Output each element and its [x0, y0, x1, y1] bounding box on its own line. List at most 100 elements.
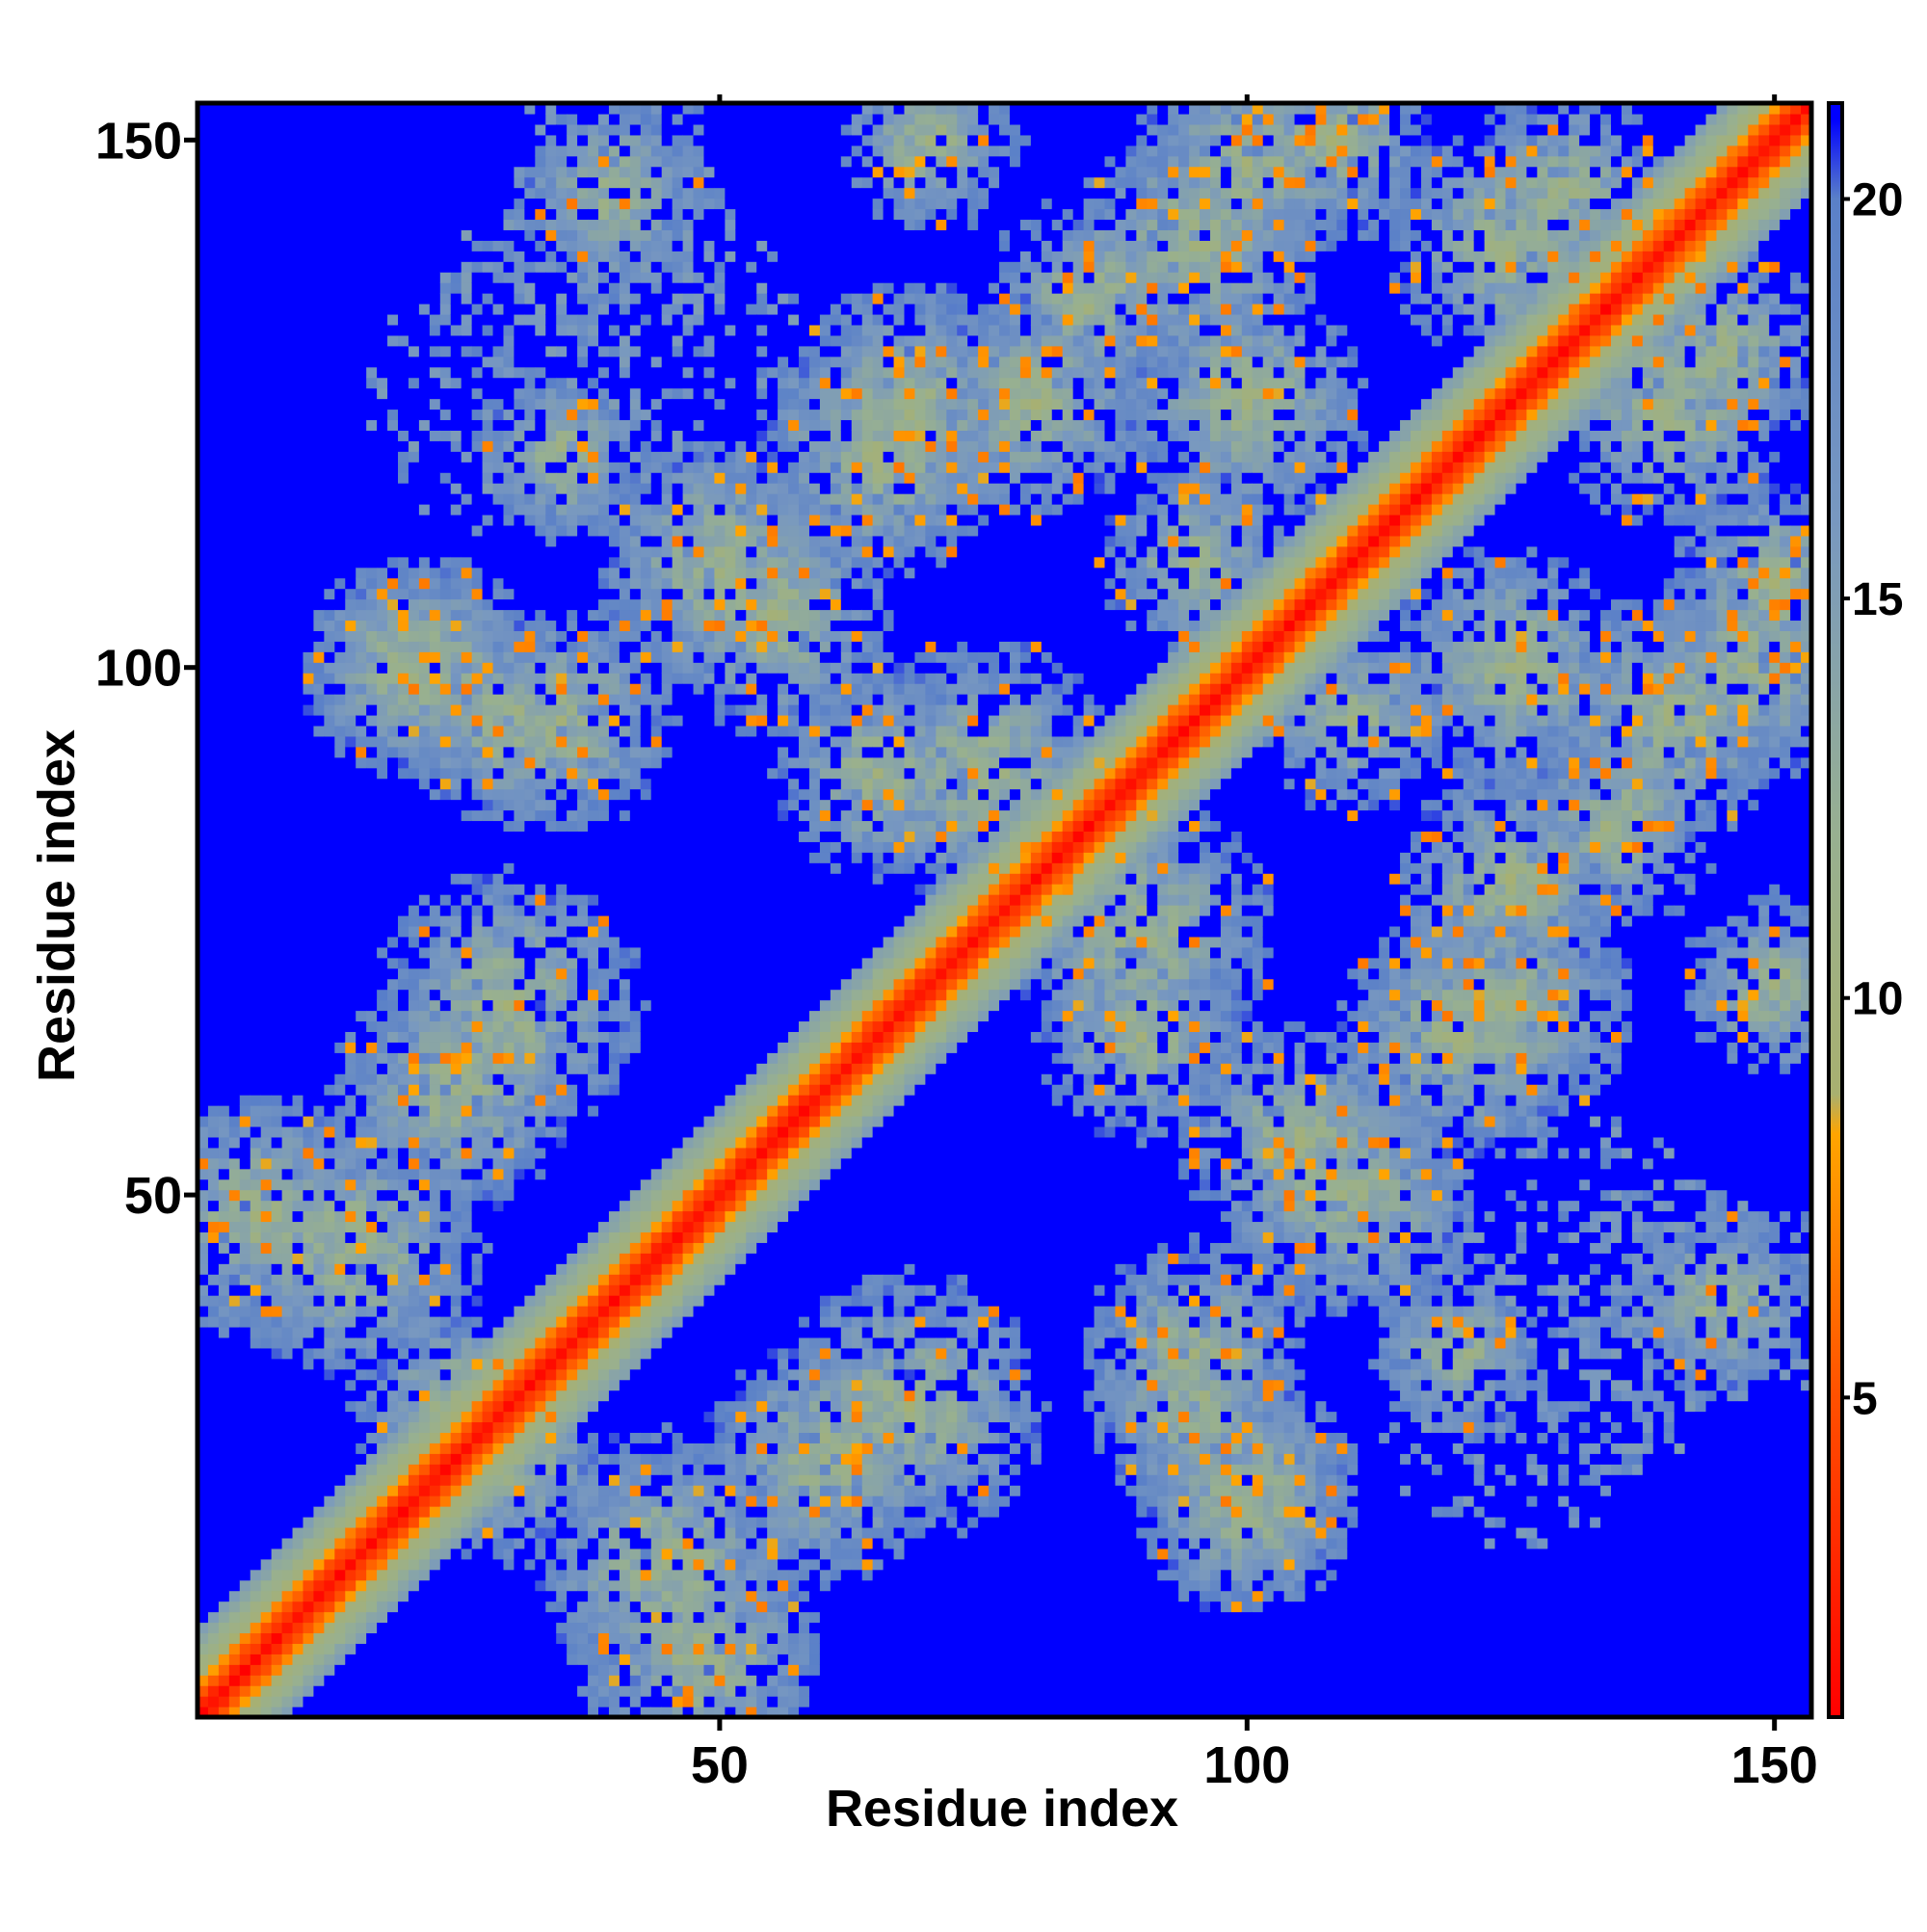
- heatmap-cell: [228, 957, 241, 969]
- heatmap-cell: [366, 483, 378, 494]
- heatmap-cell: [377, 1622, 388, 1634]
- heatmap-cell: [524, 1031, 536, 1043]
- heatmap-cell: [324, 1358, 335, 1370]
- heatmap-cell: [514, 1389, 525, 1402]
- heatmap-cell: [356, 1168, 367, 1180]
- heatmap-cell: [334, 366, 346, 379]
- heatmap-cell: [366, 1095, 378, 1106]
- heatmap-cell: [356, 1306, 367, 1317]
- heatmap-cell: [398, 1400, 409, 1413]
- heatmap-cell: [292, 978, 304, 991]
- heatmap-cell: [471, 999, 484, 1012]
- heatmap-cell: [260, 134, 273, 146]
- heatmap-cell: [514, 641, 525, 652]
- heatmap-cell: [450, 662, 462, 674]
- heatmap-cell: [492, 1707, 505, 1718]
- heatmap-cell: [303, 166, 315, 178]
- heatmap-cell: [303, 1263, 315, 1275]
- heatmap-cell: [239, 862, 251, 874]
- heatmap-cell: [207, 1516, 220, 1528]
- heatmap-cell: [207, 313, 220, 326]
- heatmap-cell: [334, 1052, 346, 1064]
- heatmap-cell: [377, 1474, 388, 1486]
- heatmap-cell: [418, 1031, 431, 1043]
- heatmap-cell: [418, 588, 431, 600]
- heatmap-cell: [461, 1432, 473, 1443]
- heatmap-cell: [324, 366, 335, 379]
- heatmap-cell: [271, 778, 283, 790]
- heatmap-cell: [377, 651, 388, 663]
- heatmap-cell: [324, 1052, 335, 1064]
- heatmap-cell: [228, 925, 241, 938]
- heatmap-cell: [461, 704, 473, 716]
- heatmap-cell: [303, 641, 315, 652]
- heatmap-cell: [514, 398, 525, 410]
- heatmap-cell: [535, 1558, 546, 1571]
- heatmap-cell: [198, 1284, 209, 1296]
- heatmap-cell: [313, 914, 325, 927]
- heatmap-cell: [281, 219, 294, 230]
- heatmap-cell: [228, 462, 241, 473]
- heatmap-cell: [387, 304, 399, 315]
- heatmap-cell: [334, 313, 346, 326]
- heatmap-cell: [377, 1200, 388, 1212]
- heatmap-cell: [334, 873, 346, 885]
- heatmap-cell: [198, 989, 209, 1001]
- heatmap-cell: [450, 1611, 462, 1624]
- heatmap-cell: [450, 1526, 462, 1539]
- heatmap-cell: [345, 1495, 356, 1507]
- heatmap-cell: [313, 673, 325, 684]
- heatmap-cell: [524, 873, 536, 885]
- heatmap-cell: [439, 356, 452, 368]
- heatmap-cell: [418, 251, 431, 262]
- heatmap-cell: [303, 556, 315, 569]
- heatmap-cell: [366, 999, 378, 1012]
- heatmap-cell: [387, 567, 399, 579]
- heatmap-cell: [377, 1347, 388, 1360]
- heatmap-cell: [324, 1707, 335, 1718]
- heatmap-cell: [198, 683, 209, 695]
- heatmap-cell: [345, 1115, 356, 1127]
- heatmap-cell: [324, 504, 335, 516]
- heatmap-cell: [387, 1506, 399, 1518]
- heatmap-cell: [461, 1253, 473, 1264]
- heatmap-cell: [503, 134, 515, 146]
- heatmap-cell: [324, 1157, 335, 1170]
- heatmap-cell: [207, 1200, 220, 1212]
- heatmap-cell: [260, 925, 273, 938]
- heatmap-cell: [482, 134, 494, 146]
- heatmap-cell: [356, 282, 367, 294]
- heatmap-cell: [408, 409, 420, 421]
- heatmap-cell: [524, 1095, 536, 1106]
- heatmap-cell: [250, 831, 262, 842]
- heatmap-cell: [398, 1558, 409, 1571]
- heatmap-cell: [356, 1495, 367, 1507]
- heatmap-cell: [387, 219, 399, 230]
- heatmap-cell: [303, 1579, 315, 1592]
- heatmap-cell: [514, 1590, 525, 1602]
- heatmap-cell: [292, 788, 304, 801]
- heatmap-cell: [514, 1073, 525, 1085]
- heatmap-cell: [271, 725, 283, 737]
- heatmap-cell: [345, 841, 356, 853]
- heatmap-cell: [503, 1389, 515, 1402]
- heatmap-cell: [398, 651, 409, 663]
- heatmap-cell: [387, 1042, 399, 1053]
- heatmap-cell: [450, 1242, 462, 1254]
- heatmap-cell: [356, 1189, 367, 1202]
- heatmap-cell: [377, 1579, 388, 1592]
- heatmap-cell: [313, 1347, 325, 1360]
- heatmap-cell: [439, 1052, 452, 1064]
- heatmap-cell: [303, 324, 315, 336]
- heatmap-cell: [535, 1095, 546, 1106]
- heatmap-cell: [271, 746, 283, 758]
- heatmap-cell: [482, 155, 494, 168]
- heatmap-cell: [207, 451, 220, 463]
- heatmap-cell: [303, 1315, 315, 1328]
- heatmap-cell: [408, 1516, 420, 1528]
- heatmap-cell: [387, 398, 399, 410]
- heatmap-cell: [461, 1063, 473, 1074]
- heatmap-cell: [228, 1506, 241, 1518]
- heatmap-cell: [471, 440, 484, 452]
- heatmap-cell: [303, 387, 315, 400]
